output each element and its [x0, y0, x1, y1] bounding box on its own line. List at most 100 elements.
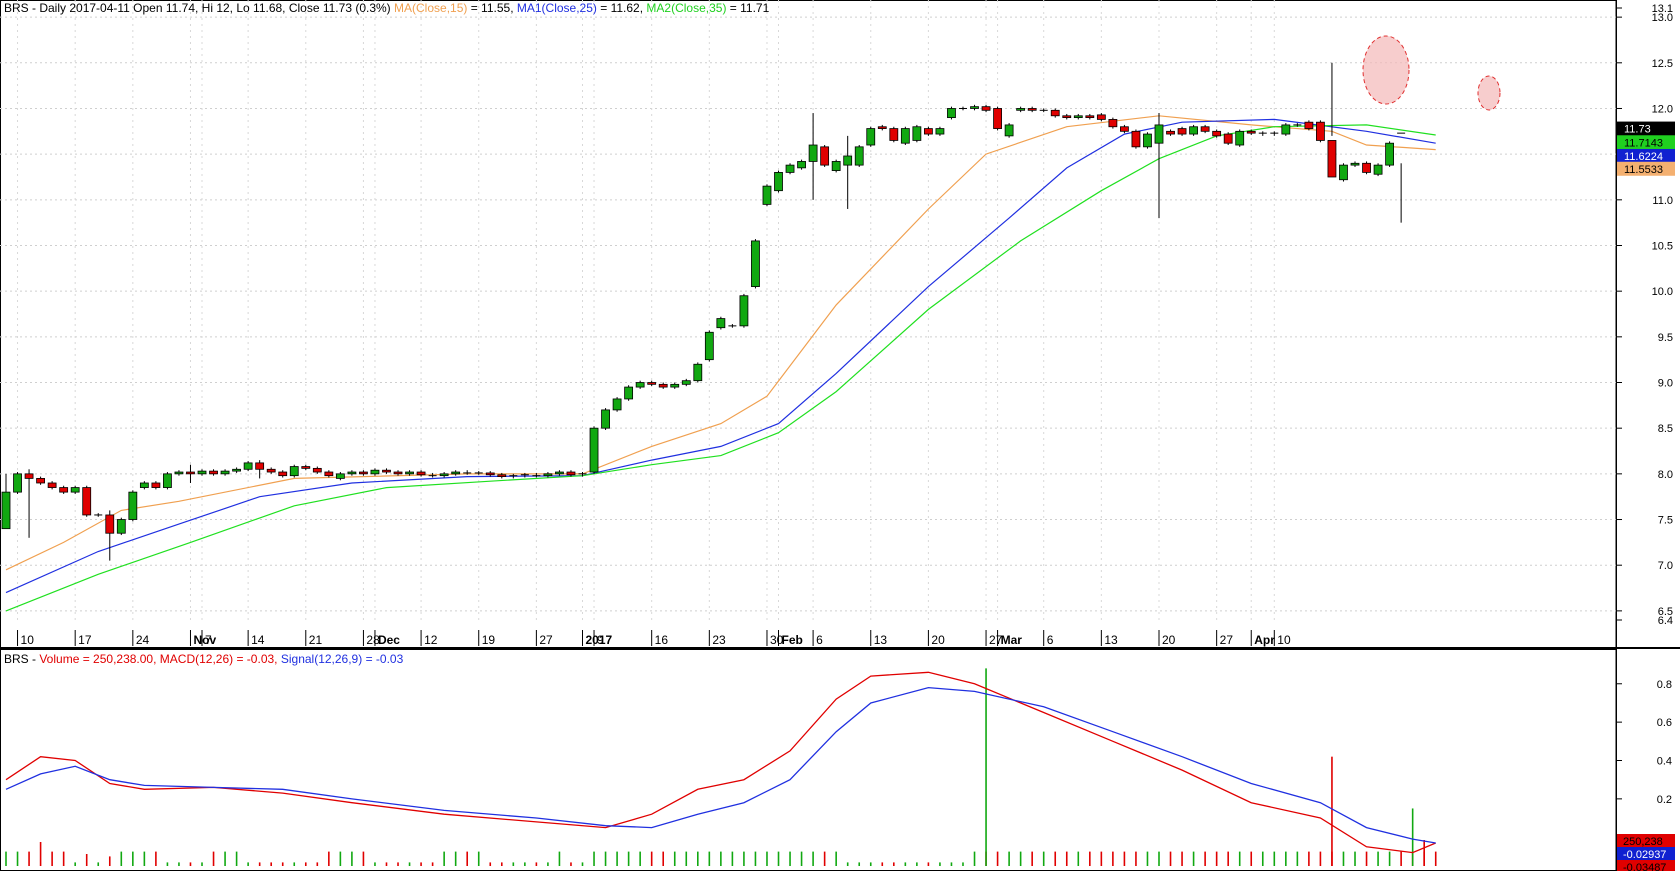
candle-up — [439, 473, 449, 477]
header-ma-label: MA(Close,15) — [394, 1, 467, 15]
candle-down — [312, 467, 322, 473]
candle-up — [797, 161, 806, 169]
candle-up — [935, 128, 945, 135]
candle-up — [1004, 124, 1014, 137]
candle-up — [1281, 124, 1291, 135]
candle-down — [24, 473, 34, 479]
date-label: 2017 — [586, 633, 613, 647]
lower-header-volume: Volume = 250,238.00, — [39, 652, 159, 666]
date-label: 20 — [931, 633, 945, 647]
price-tag-box — [1617, 161, 1675, 176]
candle-down — [1131, 130, 1141, 148]
candle-up — [289, 466, 299, 477]
ma35-line — [5, 124, 1436, 612]
date-label: 20 — [1162, 633, 1176, 647]
price-axis-label: 6.4 — [1658, 615, 1673, 627]
candle-up — [866, 128, 876, 146]
candle-down — [889, 128, 899, 141]
price-axis-label: 12.5 — [1652, 58, 1673, 70]
macd-tag-label: -0.03487 — [1623, 862, 1666, 871]
candle-down — [1096, 114, 1106, 120]
candle-down — [266, 468, 276, 473]
candle-down — [36, 478, 45, 484]
candle-up — [762, 185, 772, 205]
candle-down — [1108, 119, 1118, 128]
candle-up — [232, 468, 242, 472]
candle-up — [1143, 133, 1152, 148]
macd-tag-label: -0.02937 — [1623, 849, 1666, 861]
lower-header: BRS - Volume = 250,238.00, MACD(12,26) =… — [4, 652, 404, 666]
volume-bars — [5, 668, 1437, 866]
candle-up — [451, 471, 461, 475]
macd-axis: 0.8 0.6 0.4 0.2 — [1616, 679, 1672, 806]
candle-up — [370, 469, 380, 475]
date-label: 13 — [1104, 633, 1118, 647]
candle-up — [900, 128, 910, 144]
date-label: 24 — [136, 633, 150, 647]
macd-axis-label: 0.4 — [1657, 756, 1672, 768]
date-label: 27 — [1220, 633, 1234, 647]
date-label: 30 — [770, 633, 784, 647]
date-label: Nov — [193, 633, 216, 647]
candle-up — [139, 482, 149, 488]
candle-down — [1177, 128, 1187, 135]
candle-up — [1, 491, 11, 530]
candle-up — [808, 144, 818, 162]
price-tag-box — [1617, 121, 1675, 136]
candle-up — [912, 126, 922, 141]
date-label: 10 — [1277, 633, 1291, 647]
price-axis-label: 9.5 — [1658, 332, 1673, 344]
candle-up — [174, 471, 184, 475]
highlight-marks — [1362, 35, 1501, 111]
candle-up — [197, 470, 207, 475]
date-label: 14 — [251, 633, 265, 647]
candle-up — [970, 106, 979, 109]
candle-up — [13, 473, 22, 493]
candle-up — [1073, 115, 1083, 119]
candle-up — [405, 471, 414, 475]
candle-down — [47, 482, 57, 488]
macd-axis-label: 0.2 — [1657, 794, 1672, 806]
candle-down — [924, 128, 933, 135]
candle-down — [1027, 108, 1037, 111]
candle-down — [324, 471, 334, 477]
moving-averages — [5, 115, 1436, 612]
lower-header-prefix: BRS - — [4, 652, 39, 666]
candle-up — [163, 473, 172, 488]
candle-up — [116, 519, 126, 534]
price-tag-label: 11.6224 — [1624, 151, 1663, 163]
date-label: Mar — [1001, 633, 1023, 647]
date-label: 16 — [655, 633, 669, 647]
candle-up — [704, 331, 714, 361]
signal-line — [5, 686, 1436, 844]
candle-up — [601, 409, 610, 429]
macd-axis-label: 0.6 — [1657, 717, 1672, 729]
candle-up — [751, 240, 760, 287]
candle-up — [128, 491, 138, 520]
candle-down — [1327, 140, 1337, 178]
macd-tags: 250,238-0.02937-0.03487 — [1617, 834, 1675, 871]
candle-down — [1316, 121, 1325, 141]
price-axis: 13.113.012.512.011.511.010.510.09.59.08.… — [1616, 3, 1673, 627]
candle-down — [1085, 115, 1095, 119]
candle-up — [1189, 126, 1198, 135]
candle-up — [70, 487, 80, 493]
candle-down — [1050, 109, 1060, 117]
candle-up — [1016, 108, 1026, 111]
date-label: 21 — [309, 633, 323, 647]
candle-up — [335, 473, 345, 479]
date-label: 28 — [366, 633, 380, 647]
candle-down — [1362, 162, 1371, 173]
candle-up — [624, 386, 634, 400]
candle-up — [589, 427, 599, 473]
candle-up — [831, 161, 841, 171]
candle-up — [635, 382, 645, 388]
candle-down — [1304, 121, 1314, 129]
header-ma1-label: MA1(Close,25) — [517, 1, 597, 15]
candle-up — [543, 473, 553, 477]
candle-up — [1235, 130, 1245, 146]
price-tag-label: 11.7143 — [1624, 137, 1663, 149]
candle-up — [1154, 124, 1164, 144]
date-label: 6 — [816, 633, 823, 647]
